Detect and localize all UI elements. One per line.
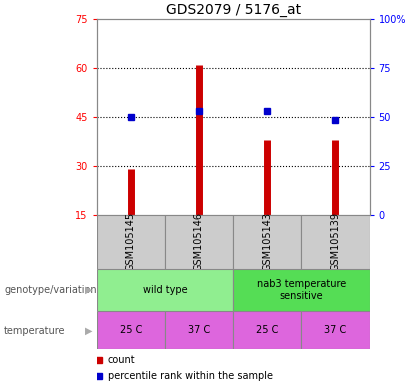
Title: GDS2079 / 5176_at: GDS2079 / 5176_at xyxy=(165,3,301,17)
Bar xyxy=(97,269,233,311)
Text: 37 C: 37 C xyxy=(188,325,210,335)
Bar xyxy=(97,311,165,349)
Text: temperature: temperature xyxy=(4,326,66,336)
Bar xyxy=(165,311,233,349)
Bar xyxy=(165,215,233,269)
Text: GSM105145: GSM105145 xyxy=(126,212,136,271)
Text: GSM105139: GSM105139 xyxy=(331,212,341,271)
Text: GSM105143: GSM105143 xyxy=(262,212,272,271)
Bar xyxy=(97,215,165,269)
Text: wild type: wild type xyxy=(142,285,187,295)
Text: count: count xyxy=(108,355,135,365)
Text: ▶: ▶ xyxy=(85,285,92,295)
Text: 25 C: 25 C xyxy=(120,325,142,335)
Text: 25 C: 25 C xyxy=(256,325,278,335)
Bar xyxy=(302,215,370,269)
Text: 37 C: 37 C xyxy=(324,325,346,335)
Bar xyxy=(302,311,370,349)
Bar xyxy=(233,269,370,311)
Text: GSM105146: GSM105146 xyxy=(194,212,204,271)
Bar xyxy=(233,215,302,269)
Text: genotype/variation: genotype/variation xyxy=(4,285,97,295)
Text: percentile rank within the sample: percentile rank within the sample xyxy=(108,371,273,381)
Bar xyxy=(233,311,302,349)
Text: ▶: ▶ xyxy=(85,326,92,336)
Text: nab3 temperature
sensitive: nab3 temperature sensitive xyxy=(257,279,346,301)
